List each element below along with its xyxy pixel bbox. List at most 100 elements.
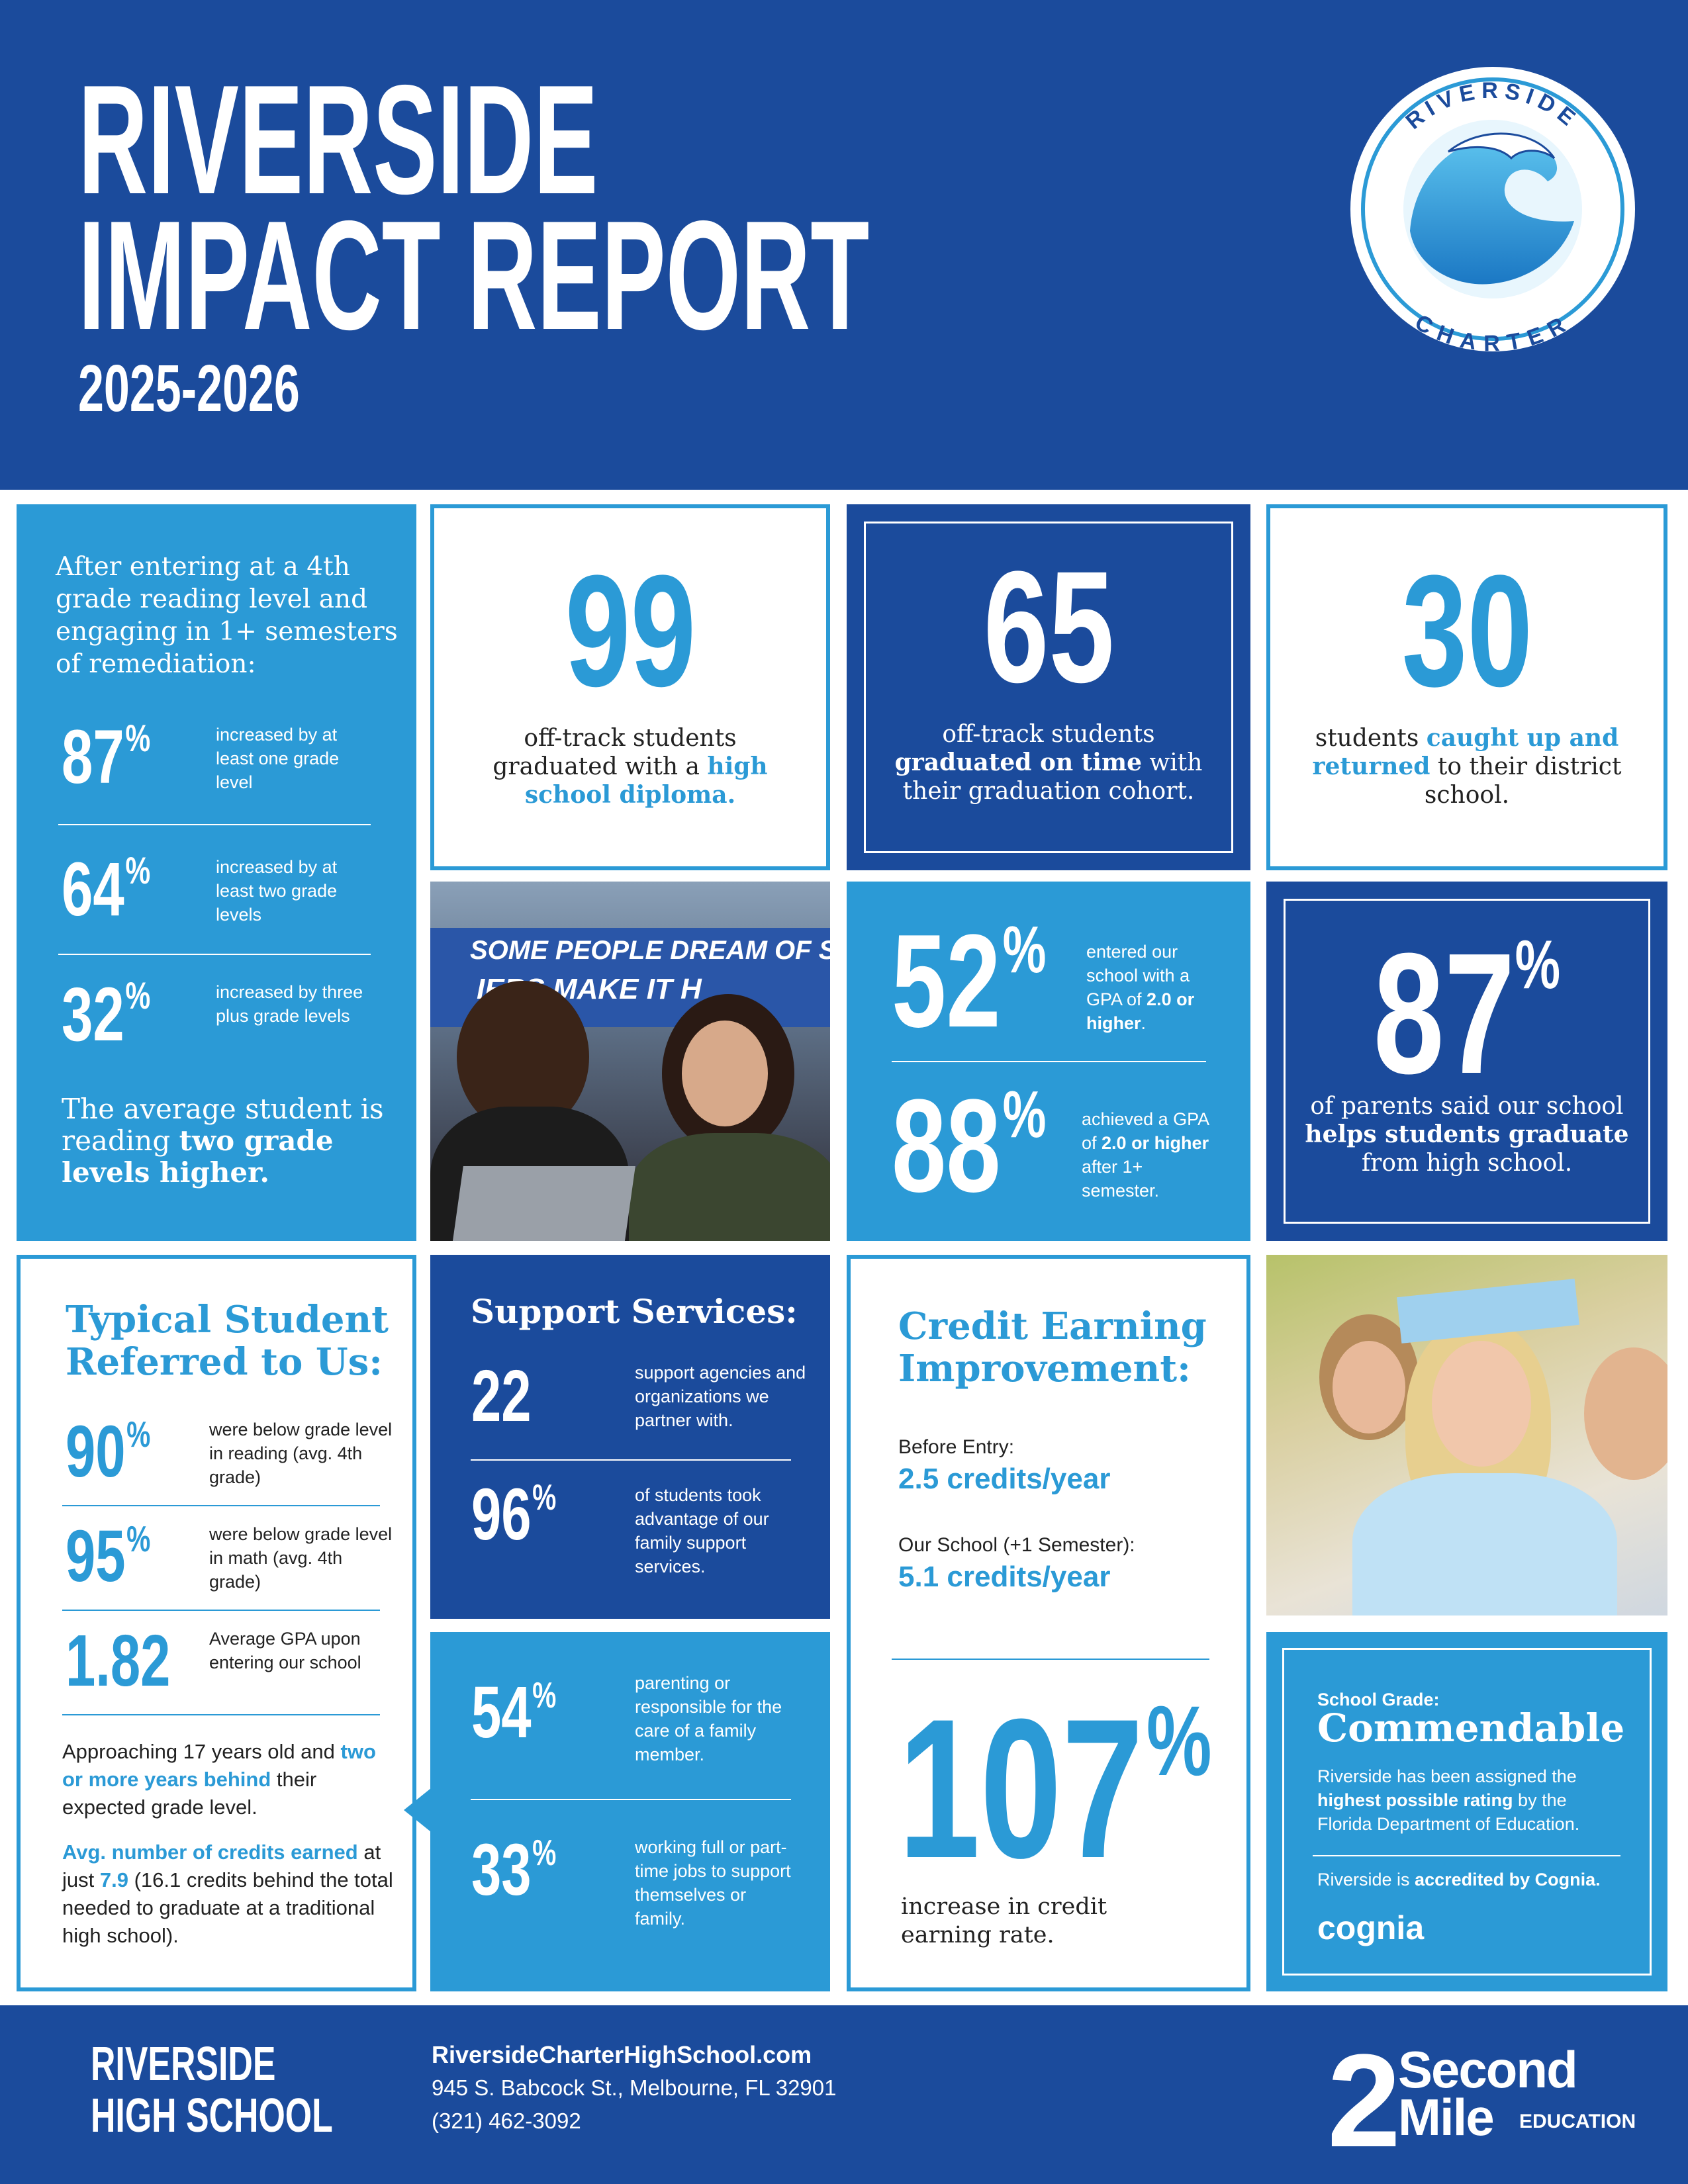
frame [1282,1648,1652,1976]
text: 2.0 or higher [1102,1133,1209,1153]
stat-text: Average GPA upon entering our school [209,1629,361,1672]
cap-text: from high school. [1361,1150,1573,1177]
stat-text: were below grade level in reading (avg. … [209,1420,393,1487]
stat: 54% [471,1676,556,1749]
text: Avg. number of credits earned [62,1841,358,1864]
stat: 96% [471,1479,556,1551]
text: after 1+ semester. [1082,1157,1160,1201]
logo-ring [1361,77,1624,341]
after-label: Our School (+1 Semester): [898,1534,1135,1556]
stat-text: were below grade level in math (avg. 4th… [209,1524,393,1592]
title-line: IMPACT REPORT [78,188,870,362]
caption: increase in credit earning rate. [901,1893,1107,1948]
url: RiversideCharterHighSchool.com [432,2041,812,2068]
text: at just [62,1841,381,1891]
cap-hat [1397,1279,1579,1343]
unit: % [532,1674,557,1716]
unit: % [532,1832,557,1874]
brand-name: Mile [1398,2088,1495,2146]
cap-text: with their graduation cohort. [902,749,1203,805]
unit: % [1146,1685,1212,1796]
divider [1313,1855,1620,1856]
caption: of parents said our school helps student… [1293,1092,1641,1177]
unit: % [1002,1077,1047,1152]
text: 30 [1401,542,1532,719]
num: 33 [471,1829,532,1911]
text: two or more years behind [62,1740,376,1791]
big-number: 99 [434,551,826,710]
gpa-panel: 52% entered our school with a GPA of 2.0… [847,882,1250,1241]
text: . [1141,1013,1147,1033]
footer: RIVERSIDE HIGH SCHOOL RiversideCharterHi… [0,2005,1688,2184]
heading: Support Services: [471,1292,798,1331]
cap-em: caught up and returned [1312,724,1619,780]
text: entered our school with a GPA of [1086,942,1190,1009]
intro: After entering at a 4th grade reading le… [56,552,398,679]
text: 65 [983,538,1114,715]
num: 22 [471,1355,532,1437]
text: Approaching 17 years old and [62,1740,341,1763]
before-value: 2.5 credits/year [898,1463,1111,1495]
big-number: 87% [1266,928,1667,1100]
cap-em: graduated on time [894,749,1142,776]
unit: % [125,850,151,893]
num: 87 [62,715,124,799]
summary: The average student is reading two grade… [62,1093,393,1189]
brand-tag: EDUCATION [1519,2111,1636,2132]
text: (16.1 credits behind the total needed to… [62,1868,393,1947]
header: RIVERSIDE IMPACT REPORT 2025-2026 RIVERS… [0,0,1688,490]
gown [1352,1473,1617,1615]
heading: Credit Earning Improvement: [898,1304,1207,1390]
cap-text: off-track students graduated with a [492,725,737,780]
unit: % [126,1518,151,1560]
big-number: 65 [847,547,1250,706]
unit: % [1515,927,1561,1004]
text: by the Florida Department of Education. [1317,1790,1580,1834]
stat-text: support agencies and organizations we pa… [635,1363,806,1430]
cap-text: to their district school. [1424,753,1622,809]
stat: 95% [66,1520,150,1593]
num: 32 [62,972,124,1057]
school-name: RIVERSIDE [91,2038,276,2091]
phone: (321) 462-3092 [432,2109,581,2133]
num: 1.82 [66,1620,171,1702]
num: 54 [471,1672,532,1753]
stat: 64% [62,852,150,928]
person-face [1333,1341,1405,1433]
frame [864,522,1233,853]
cap-text: off-track students [942,721,1155,748]
text: 87 [1373,918,1515,1110]
summary-text: The average student is reading [62,1093,384,1157]
address: 945 S. Babcock St., Melbourne, FL 32901 [432,2075,837,2100]
family-panel: 54% parenting or responsible for the car… [430,1632,830,1991]
logo-foam [1448,132,1556,160]
accreditation: Riverside is accredited by Cognia. [1317,1868,1622,1891]
cap-em: helps students graduate [1305,1120,1629,1148]
banner-text: SOME PEOPLE DREAM OF SU [470,936,830,965]
num: 88 [892,1072,1001,1220]
person-face [1432,1341,1531,1467]
logo: RIVERSIDE CHARTER [1350,67,1635,353]
text: accredited by Cognia. [1415,1870,1601,1889]
text: Riverside has been assigned the [1317,1766,1577,1786]
typical-panel: Typical Student Referred to Us: 90% were… [17,1255,416,1991]
divider [62,1714,380,1715]
stat: 32% [62,977,150,1053]
heading: Typical Student Referred to Us: [66,1298,389,1384]
note: Riverside has been assigned the highest … [1317,1764,1622,1836]
caption: students caught up and returned to their… [1297,724,1637,809]
text: achieved a GPA of [1082,1109,1209,1153]
cap-text: students [1315,725,1427,752]
num: 64 [62,847,124,932]
stat-text: increased by at least one grade level [216,725,340,792]
divider [892,1061,1206,1062]
stat: 22 [471,1360,532,1433]
divider [471,1799,791,1800]
pointer [404,1788,431,1832]
divider [892,1659,1209,1660]
caption: off-track students graduated on time wit… [873,720,1224,805]
grade-panel: School Grade: Commendable Riverside has … [1266,1632,1667,1991]
reading-panel: After entering at a 4th grade reading le… [17,504,416,1241]
caption: off-track students graduated with a high… [461,724,800,809]
support-panel: Support Services: 22 support agencies an… [430,1255,830,1619]
